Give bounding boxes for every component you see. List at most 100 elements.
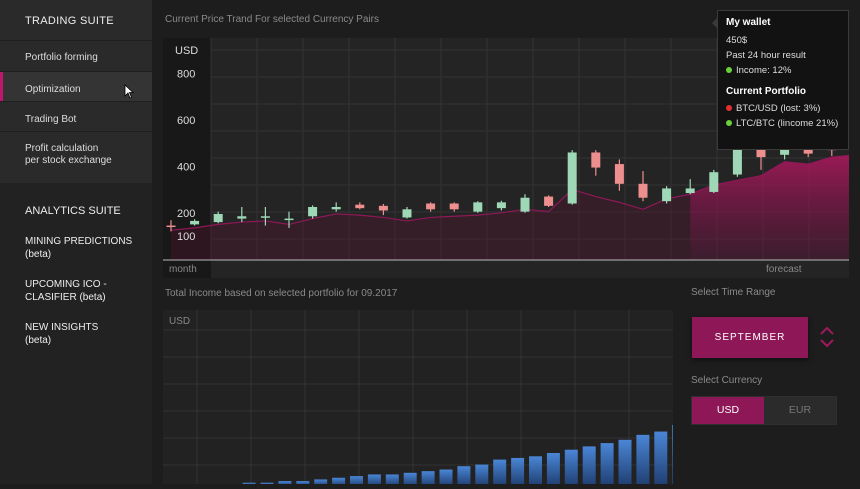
trend-line [170,154,856,231]
sidebar-item-trading-bot[interactable]: Trading Bot [0,101,152,131]
candle [662,186,672,204]
sidebar-item-profit-calculation[interactable]: Profit calculation per stock exchange [0,131,152,183]
trading-suite-title: TRADING SUITE [25,15,114,27]
income-bar [582,446,596,486]
income-unit-label: USD [169,316,190,327]
currency-option-usd[interactable]: USD [692,397,764,424]
y-tick-label: 400 [177,161,195,173]
sidebar-item-mining-predictions[interactable]: MINING PREDICTIONS (beta) [25,236,133,260]
income-bar [636,434,650,486]
income-bar [457,466,471,486]
candle [213,211,223,224]
wallet-period: Past 24 hour result [726,50,806,61]
candle [520,194,530,213]
income-bar [564,449,578,486]
candle [473,201,483,213]
candle [284,211,294,228]
y-tick-label: 100 [177,231,195,243]
x-label-month: month [169,264,197,275]
candle [402,207,412,219]
income-bar [600,443,614,486]
income-bar [529,456,542,486]
forecast-area [690,154,856,260]
portfolio-item-ltc: LTC/BTC (lincome 21%) [726,118,840,129]
portfolio-item-label: LTC/BTC (lincome 21%) [736,118,839,129]
month-stepper[interactable] [818,325,836,349]
wallet-balance: 450$ [726,35,748,46]
y-tick-label: 600 [177,115,195,127]
income-bar [367,474,381,486]
income-bar [546,453,560,486]
candle [544,195,554,207]
price-chart-title: Current Price Trand For selected Currenc… [165,14,379,25]
candle [567,150,577,205]
currency-toggle: USD EUR [691,396,837,425]
candle [638,171,648,202]
price-chart-svg: USD 800 600 400 200 100 month forecast [163,38,860,278]
candle [614,159,624,191]
income-bar [439,469,453,486]
income-bar [475,464,489,486]
income-bar [511,457,525,486]
income-bar [672,424,686,486]
wallet-income-row: Income: 12% [726,65,840,76]
trend-area [171,189,691,260]
candle [355,202,365,210]
wallet-tooltip: My wallet 450$ Past 24 hour result Incom… [712,10,849,150]
candle [378,203,388,216]
candle [426,202,436,212]
portfolio-title: Current Portfolio [726,86,806,97]
income-bar [350,476,363,486]
sidebar-item-portfolio-forming[interactable]: Portfolio forming [0,40,152,71]
x-label-forecast: forecast [766,264,802,275]
sidebar-item-upcoming-ico[interactable]: UPCOMING ICO - CLASIFIER (beta) [25,279,107,303]
sidebar-item-label: Optimization [25,84,81,95]
y-tick-label: 800 [177,69,195,81]
income-chart: USD [163,310,829,486]
currency-option-eur[interactable]: EUR [788,404,812,416]
income-bar [403,472,417,486]
candle [709,169,719,194]
y-axis-band [163,38,211,278]
candle [331,202,341,212]
income-bar [385,474,399,486]
candle [308,205,318,219]
mouse-cursor-icon [124,84,134,99]
income-dot-icon [726,67,732,73]
portfolio-item-label: BTC/USD (lost: 3%) [736,103,821,114]
tooltip-pointer [712,17,718,29]
income-chart-svg: USD [163,310,829,486]
sidebar-item-optimization[interactable]: Optimization [0,71,152,101]
candle [190,219,200,226]
sidebar-item-label: Profit calculation per stock exchange [25,143,112,166]
sidebar-item-label: Trading Bot [25,114,77,125]
sidebar: TRADING SUITE Portfolio forming Optimiza… [0,0,152,484]
income-bar [314,479,328,486]
portfolio-item-btc: BTC/USD (lost: 3%) [726,103,840,114]
wallet-income: Income: 12% [736,65,792,76]
candle [260,207,270,226]
chevron-down-icon[interactable] [820,339,834,348]
candle [496,200,506,211]
income-bar [493,459,507,486]
chevron-up-icon[interactable] [820,326,834,335]
candle [685,179,695,195]
candle [591,150,601,176]
income-bar [332,477,346,486]
candle [166,220,176,232]
green-dot-icon [726,120,732,126]
wallet-title: My wallet [726,17,771,28]
income-chart-title: Total Income based on selected portfolio… [165,288,398,299]
month-select-button[interactable]: SEPTEMBER [692,317,808,358]
red-dot-icon [726,105,732,111]
sidebar-item-label: Portfolio forming [25,52,98,63]
sidebar-item-new-insights[interactable]: NEW INSIGHTS (beta) [25,322,99,346]
time-range-label: Select Time Range [691,287,776,298]
candle [237,207,247,223]
income-bar [654,431,668,486]
y-tick-label: 200 [177,208,195,220]
income-bar [421,471,435,486]
price-unit-label: USD [175,45,198,57]
candle [449,202,459,212]
income-bar [618,439,632,486]
